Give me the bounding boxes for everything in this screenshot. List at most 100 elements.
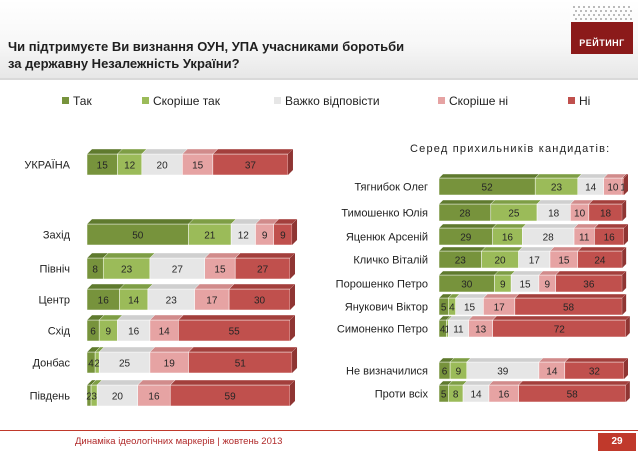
footer-caption: Динаміка ідеологічних маркерів | жовтень…: [75, 436, 283, 447]
page-title: Чи підтримуєте Ви визнання ОУН, УПА учас…: [8, 38, 528, 72]
logo-dot: [598, 6, 600, 8]
data-label: 58: [563, 303, 575, 314]
data-label: 18: [548, 209, 560, 220]
rating-logo: [571, 22, 633, 54]
data-label: 11: [579, 233, 590, 244]
bar-segment-top: [538, 357, 570, 363]
right-chart-subtitle: Серед прихильників кандидатів:: [410, 143, 611, 155]
logo-dot: [613, 6, 615, 8]
data-label: 23: [551, 183, 563, 194]
logo-dot: [590, 10, 592, 12]
category-label: Схід: [48, 326, 71, 338]
bar-segment-top: [482, 293, 520, 299]
bar-segment-top: [147, 283, 201, 290]
bar-segment-top: [149, 252, 211, 259]
bar-segment-top: [518, 246, 555, 252]
data-label: 5: [441, 303, 447, 314]
legend-item-rather-no: Скоріше ні: [438, 94, 508, 110]
bar-segment-top: [86, 148, 123, 155]
category-label: Центр: [39, 295, 71, 307]
data-label: 14: [585, 183, 597, 194]
data-label: 15: [97, 161, 109, 172]
data-label: 16: [502, 233, 514, 244]
logo-dot-pattern: [571, 4, 633, 22]
bar-end-face: [625, 381, 630, 402]
data-label: 51: [235, 359, 247, 370]
logo-dot: [600, 10, 602, 12]
logo-dot: [573, 6, 575, 8]
bar-segment-top: [137, 379, 176, 386]
bar-segment-top: [194, 283, 235, 290]
logo-dot: [595, 18, 597, 20]
bar-segment-top: [188, 218, 237, 225]
bar-segment-top: [564, 357, 629, 363]
data-label: 24: [594, 256, 606, 267]
logo-dot: [625, 10, 627, 12]
logo-dot: [605, 10, 607, 12]
bar-end-face: [292, 347, 298, 373]
data-label: 14: [546, 367, 558, 378]
bar-end-face: [290, 315, 295, 341]
bar-segment-top: [534, 173, 583, 179]
logo-dot: [625, 18, 627, 20]
logo-dot: [623, 14, 625, 16]
bar-end-face: [622, 200, 627, 221]
data-label: 14: [470, 390, 482, 401]
data-label: 9: [456, 367, 462, 378]
bar-segment-top: [510, 270, 544, 276]
logo-dot: [623, 6, 625, 8]
data-label: 50: [132, 231, 144, 242]
bar-segment-top: [177, 314, 296, 321]
data-label: 23: [166, 296, 178, 307]
legend-label: Так: [73, 94, 92, 108]
data-label: 13: [475, 325, 487, 336]
legend-label: Важко відповісти: [285, 94, 380, 108]
data-label: 30: [254, 296, 266, 307]
data-label: 14: [159, 327, 171, 338]
data-label: 20: [112, 392, 124, 403]
title-line-1: Чи підтримуєте Ви визнання ОУН, УПА учас…: [8, 39, 405, 54]
data-label: 27: [257, 265, 269, 276]
bar-segment-top: [149, 314, 184, 321]
data-label: 15: [519, 280, 531, 291]
data-label: 9: [106, 327, 112, 338]
data-label: 1: [445, 325, 451, 336]
category-label: УКРАЇНА: [24, 160, 70, 172]
bar-segment-top: [536, 199, 575, 205]
header-background: [0, 0, 638, 80]
footer-divider: [0, 430, 638, 431]
bar-segment-top: [181, 148, 219, 155]
category-label: Яценюк Арсеній: [346, 232, 428, 244]
bar-end-face: [292, 219, 298, 245]
data-label: 15: [558, 256, 570, 267]
data-label: 52: [482, 183, 494, 194]
data-label: 20: [157, 161, 169, 172]
legend-item-yes: Так: [62, 94, 92, 110]
chart-legend: Так Скоріше так Важко відповісти Скоріше…: [62, 94, 622, 110]
data-label: 12: [124, 161, 136, 172]
bar-segment-top: [86, 218, 194, 225]
logo-dot: [578, 14, 580, 16]
category-label: Захід: [43, 230, 71, 242]
category-label: Симоненко Петро: [337, 324, 428, 336]
bar-segment-top: [468, 315, 498, 321]
bar-segment-top: [593, 223, 629, 229]
logo-dot: [613, 14, 615, 16]
data-label: 1: [620, 183, 626, 194]
logo-text: РЕЙТИНГ: [579, 38, 625, 48]
data-label: 36: [583, 280, 595, 291]
logo-dot: [615, 10, 617, 12]
data-label: 18: [600, 209, 612, 220]
data-label: 2: [86, 392, 92, 403]
bar-segment-top: [481, 246, 524, 252]
logo-dot: [608, 14, 610, 16]
bar-end-face: [287, 149, 293, 175]
legend-swatch: [62, 97, 69, 105]
data-label: 8: [92, 265, 98, 276]
data-label: 16: [148, 392, 160, 403]
logo-dot: [583, 6, 585, 8]
legend-item-rather-yes: Скоріше так: [142, 94, 220, 110]
data-label: 17: [529, 256, 541, 267]
data-label: 9: [262, 231, 268, 242]
